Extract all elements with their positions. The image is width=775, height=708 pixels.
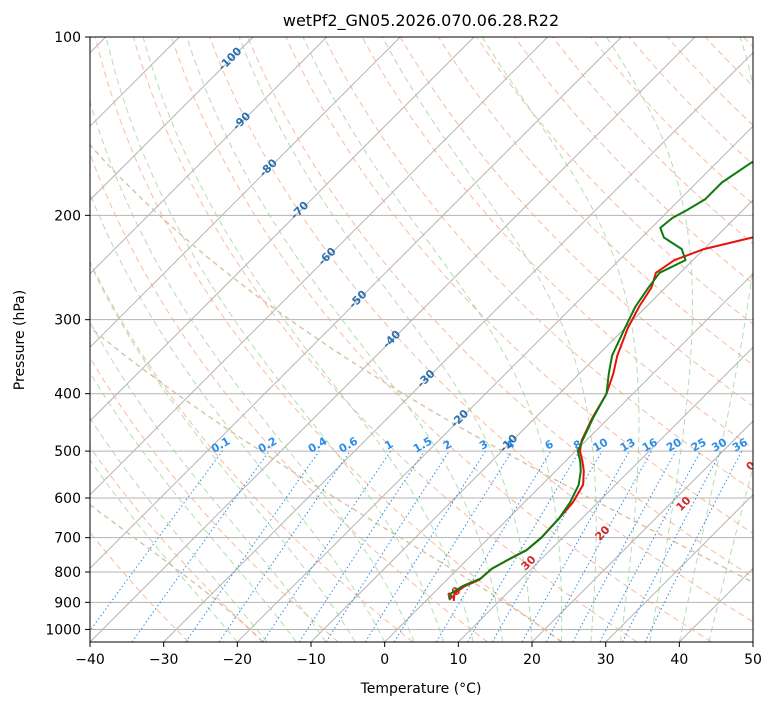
mixing-ratio-line [572, 450, 677, 642]
mixing-ratio-line [90, 450, 223, 632]
moist-adiabat-line [381, 37, 597, 642]
moist-adiabat-line [90, 99, 415, 642]
isotherm-line [90, 37, 401, 349]
dry-adiabat-line [90, 260, 414, 642]
x-tick-label: 40 [670, 652, 688, 668]
dry-adiabat-line [476, 37, 753, 325]
moist-adiabat-line [90, 371, 297, 642]
dry-adiabat-line [323, 37, 753, 491]
isotherm-line [90, 37, 254, 201]
mixing-ratio-line [491, 450, 603, 642]
moist-adiabat-line [186, 37, 503, 642]
dry-adiabat-line [132, 37, 638, 642]
mixing-ratio-line [521, 450, 630, 642]
isotherm-line [90, 37, 475, 422]
x-tick-label: 10 [449, 652, 467, 668]
dry-adiabat-line [628, 37, 753, 166]
mixing-ratio-line [545, 450, 653, 642]
isotherm-line [90, 37, 549, 496]
y-tick-label: 500 [54, 444, 81, 460]
mixing-ratio-line [218, 450, 351, 642]
mixing-ratio-line [131, 450, 270, 642]
moist-adiabat-line [238, 37, 533, 642]
dry-adiabat-line [361, 37, 753, 449]
mixing-ratio-line [325, 450, 450, 642]
moist-adiabat-line [90, 262, 356, 642]
dry-adiabat-line [399, 37, 753, 407]
y-tick-label: 600 [54, 491, 81, 507]
axes: −40 −30 −20 −10 0 10 20 30 40 50 100 200 300 400 500 60… [45, 30, 762, 668]
mixing-ratio-line [393, 450, 513, 642]
y-tick-label: 800 [54, 565, 81, 581]
moist-adiabat-line [302, 37, 563, 642]
isotherm-line [531, 420, 753, 642]
dry-adiabat-line [514, 37, 753, 285]
mixing-ratio-line [467, 450, 580, 642]
x-tick-label: −20 [223, 652, 253, 668]
x-tick-label: −10 [296, 652, 326, 668]
y-axis-label: Pressure (hPa) [12, 290, 28, 390]
x-tick-label: 20 [523, 652, 541, 668]
y-tick-label: 200 [54, 208, 81, 224]
theta-e-line [90, 143, 753, 584]
isotherm-line [163, 51, 753, 642]
moist-adiabat-line [606, 37, 693, 642]
y-tick-label: 1000 [45, 622, 81, 638]
y-tick-label: 400 [54, 387, 81, 403]
dry-adiabat-line [90, 446, 264, 642]
dry-adiabat-line [247, 37, 753, 578]
x-tick-label: 0 [380, 652, 389, 668]
isotherm-line [90, 37, 696, 642]
plot-area: 0.1 0.2 0.4 0.6 1 1.5 2 3 4 6 8 10 13 16 20 25 30 36-100-… [90, 37, 759, 642]
moist-adiabat-line [481, 37, 640, 642]
moist-adiabat-line [90, 321, 327, 642]
mixing-ratio-line [185, 450, 320, 642]
isotherm-line [605, 493, 753, 642]
plot-frame [89, 36, 754, 643]
x-tick-label: −40 [75, 652, 105, 668]
x-axis-label: Temperature (°C) [360, 681, 482, 697]
chart-title: wetPf2_GN05.2026.070.06.28.R22 [283, 11, 559, 31]
y-tick-label: 900 [54, 595, 81, 611]
moist-adiabat-line [678, 37, 753, 642]
x-tick-label: 30 [597, 652, 615, 668]
x-tick-label: 50 [744, 652, 762, 668]
x-tick-label: −30 [149, 652, 179, 668]
mixing-ratio-line [435, 450, 552, 642]
moist-adiabat-line [708, 465, 753, 642]
isotherm-line [236, 125, 753, 642]
dry-adiabat-line [94, 37, 563, 642]
mixing-ratio-line [364, 450, 486, 642]
y-tick-label: 300 [54, 313, 81, 329]
dewpoint-profile-line [448, 160, 753, 600]
isotherm-line [90, 37, 622, 570]
isotherm-line [384, 272, 753, 642]
moist-adiabat-line [142, 37, 474, 642]
y-tick-label: 700 [54, 531, 81, 547]
isotherm-line [457, 346, 753, 642]
moist-adiabat-label: 0 [744, 458, 759, 473]
moist-adiabat-line [90, 459, 238, 642]
y-tick-label: 100 [54, 30, 81, 46]
isotherm-line [90, 37, 328, 275]
moist-adiabat-line [90, 192, 386, 642]
moist-adiabat-line [90, 417, 268, 642]
moist-adiabat-line [105, 37, 445, 642]
dry-adiabat-line [209, 37, 753, 623]
